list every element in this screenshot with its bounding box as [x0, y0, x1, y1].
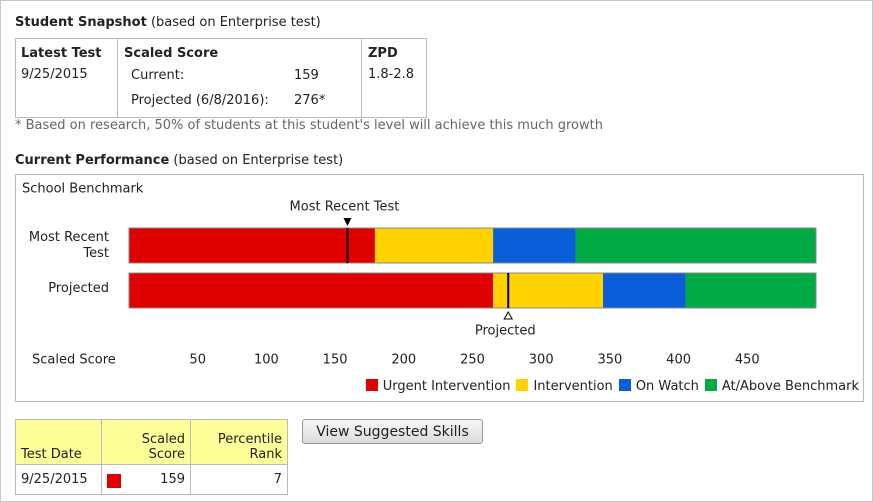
current-value: 159: [294, 68, 319, 83]
cell: 159: [160, 471, 185, 487]
marker-label: Most Recent Test: [290, 200, 400, 215]
header: ZPD: [368, 46, 398, 61]
score-col: Scaled Score Current: 159 Projected (6/8…: [118, 39, 362, 117]
marker-arrow: [343, 218, 352, 226]
latest-col: Latest Test 9/25/2015: [16, 39, 118, 117]
bar-outline: [128, 227, 817, 264]
bar-segment: [575, 228, 816, 263]
current-label: Current:: [131, 68, 185, 83]
bar-segment: [685, 273, 816, 308]
category-label: Most Recent Test: [28, 230, 109, 261]
x-tick-label: 150: [323, 353, 348, 368]
bar-segment: [129, 228, 375, 263]
x-tick-label: 100: [254, 353, 279, 368]
marker-label: Projected: [475, 324, 536, 339]
x-tick-label: 400: [666, 353, 691, 368]
legend-swatch: [365, 379, 378, 391]
legend: Urgent Intervention Intervention On Watch A…: [365, 379, 859, 394]
legend-item: Intervention: [516, 379, 613, 394]
legend-label: On Watch: [635, 379, 699, 394]
legend-item: On Watch: [618, 379, 699, 394]
bar-segment: [374, 228, 494, 263]
header: Latest Test: [21, 46, 102, 61]
projected-label: Projected (6/8/2016):: [131, 93, 269, 108]
legend-label: Intervention: [533, 379, 613, 394]
bar-segment: [493, 228, 576, 263]
x-tick-label: 450: [735, 353, 760, 368]
x-tick-label: 250: [460, 353, 485, 368]
bar-segment: [493, 273, 604, 308]
header: Percentile Rank: [190, 419, 288, 465]
legend-swatch: [704, 379, 717, 391]
zpd-value: 1.8-2.8: [368, 67, 415, 82]
x-tick-label: 350: [597, 353, 622, 368]
legend-swatch: [516, 379, 529, 391]
zpd-col: ZPD 1.8-2.8: [362, 39, 426, 117]
x-axis-label: Scaled Score: [32, 353, 116, 368]
legend-label: Urgent Intervention: [382, 379, 511, 394]
legend-item: At/Above Benchmark: [704, 379, 859, 394]
performance-note: (based on Enterprise test): [173, 153, 344, 168]
snapshot-note: (based on Enterprise test): [150, 15, 321, 30]
legend-item: Urgent Intervention: [365, 379, 511, 394]
marker-arrow: [503, 310, 514, 320]
score-cell: 159: [101, 464, 191, 495]
bar-segment: [129, 273, 494, 308]
footnote: * Based on research, 50% of students at …: [15, 118, 603, 133]
performance-title: Current Performance: [15, 153, 170, 168]
cell: 7: [190, 464, 288, 495]
x-tick-label: 300: [529, 353, 554, 368]
cell: 9/25/2015: [15, 464, 102, 495]
benchmark-chart: School Benchmark Scaled Score Most Recen…: [15, 174, 864, 402]
performance-heading: Current Performance (based on Enterprise…: [15, 153, 343, 168]
legend-swatch: [618, 379, 631, 391]
latest-test-date: 9/25/2015: [21, 67, 88, 82]
projected-value: 276*: [294, 93, 326, 108]
x-tick-label: 200: [391, 353, 416, 368]
chart-subtitle: School Benchmark: [22, 182, 144, 197]
category-label: Projected: [48, 281, 109, 296]
bar-segment: [603, 273, 686, 308]
legend-label: At/Above Benchmark: [721, 379, 859, 394]
header: Scaled Score: [101, 419, 191, 465]
header: Test Date: [15, 419, 102, 465]
snapshot-heading: Student Snapshot (based on Enterprise te…: [15, 15, 321, 30]
level-swatch: [107, 473, 121, 488]
x-tick-label: 50: [189, 353, 206, 368]
history-table: Test Date Scaled Score Percentile Rank 9…: [15, 419, 288, 495]
view-skills-button[interactable]: View Suggested Skills: [302, 419, 483, 444]
snapshot-title: Student Snapshot: [15, 15, 147, 30]
chart: School Benchmark Scaled Score Most Recen…: [22, 182, 817, 368]
header: Scaled Score: [124, 46, 219, 61]
snapshot-table: Latest Test 9/25/2015 Scaled Score Curre…: [15, 38, 427, 118]
bar-outline: [128, 272, 817, 309]
